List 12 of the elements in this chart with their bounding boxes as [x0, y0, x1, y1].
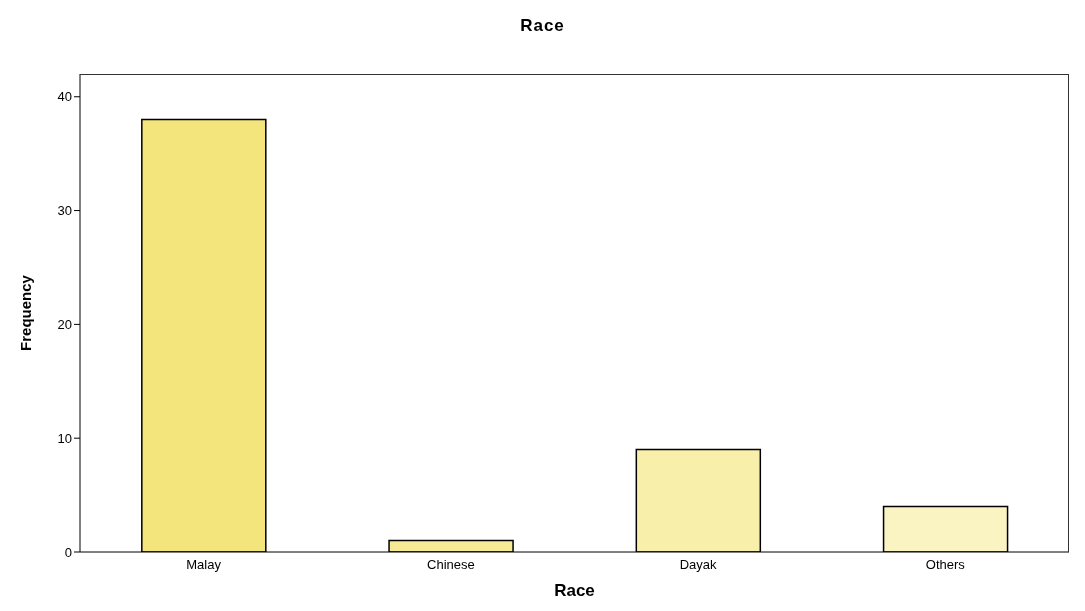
y-tick-label: 40: [57, 89, 72, 105]
y-tick-label: 0: [64, 544, 72, 560]
y-axis-title: Frequency: [17, 274, 35, 351]
x-axis-title: Race: [554, 581, 595, 600]
x-tick-label: Others: [925, 557, 966, 573]
y-tick-label: 10: [57, 430, 72, 446]
chart-title: Race: [519, 15, 566, 37]
x-tick-label: Chinese: [427, 557, 475, 573]
y-tick-label: 20: [57, 317, 72, 332]
x-tick-label: Dayak: [679, 557, 718, 573]
y-tick-label: 30: [57, 203, 72, 219]
x-tick-label: Malay: [186, 557, 222, 573]
